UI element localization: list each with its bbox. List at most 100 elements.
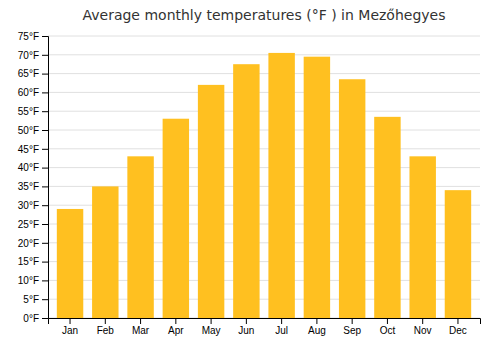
tick: 45°F bbox=[18, 144, 48, 155]
tick-label: 35°F bbox=[18, 181, 39, 192]
tick: 60°F bbox=[18, 87, 48, 98]
tick: Aug bbox=[308, 318, 326, 336]
tick-mark bbox=[42, 205, 48, 206]
axis-line bbox=[49, 319, 481, 325]
bar bbox=[198, 85, 224, 318]
tick-label: Jan bbox=[62, 325, 78, 336]
tick-label: Oct bbox=[380, 325, 396, 336]
tick-label: 45°F bbox=[18, 144, 39, 155]
tick: 0°F bbox=[23, 313, 48, 324]
bar bbox=[163, 119, 189, 318]
tick-mark bbox=[42, 280, 48, 281]
tick-mark bbox=[42, 186, 48, 187]
tick: Sep bbox=[343, 318, 361, 336]
tick-mark bbox=[352, 318, 353, 324]
grid-line bbox=[48, 36, 480, 37]
bar bbox=[445, 190, 471, 318]
tick-label: 15°F bbox=[18, 256, 39, 267]
tick-label: Aug bbox=[308, 325, 326, 336]
tick-mark bbox=[42, 130, 48, 131]
tick-label: Feb bbox=[97, 325, 115, 336]
tick: 70°F bbox=[18, 50, 48, 61]
tick-label: Mar bbox=[132, 325, 150, 336]
tick-mark bbox=[70, 318, 71, 324]
tick: 15°F bbox=[18, 256, 48, 267]
tick: 35°F bbox=[18, 181, 48, 192]
tick: 30°F bbox=[18, 200, 48, 211]
tick: Nov bbox=[414, 318, 432, 336]
bar bbox=[92, 186, 118, 318]
tick: 50°F bbox=[18, 125, 48, 136]
tick-label: 50°F bbox=[18, 125, 39, 136]
tick: May bbox=[202, 318, 221, 336]
bar bbox=[304, 57, 330, 318]
tick-label: Sep bbox=[343, 325, 361, 336]
tick-mark bbox=[246, 318, 247, 324]
grid-line bbox=[48, 73, 480, 74]
tick: 75°F bbox=[18, 31, 48, 42]
grid bbox=[48, 36, 480, 318]
tick: 10°F bbox=[18, 275, 48, 286]
tick-label: 30°F bbox=[18, 200, 39, 211]
bar bbox=[233, 64, 259, 318]
grid-line bbox=[48, 111, 480, 112]
tick-mark bbox=[42, 299, 48, 300]
tick: Jul bbox=[275, 318, 288, 336]
tick: 40°F bbox=[18, 162, 48, 173]
tick-mark bbox=[42, 168, 48, 169]
tick-label: Dec bbox=[449, 325, 467, 336]
tick-mark bbox=[316, 318, 317, 324]
tick-label: Jul bbox=[275, 325, 288, 336]
tick-label: 60°F bbox=[18, 87, 39, 98]
tick: Jan bbox=[62, 318, 78, 336]
title: Average monthly temperatures (°F ) in Me… bbox=[82, 7, 445, 23]
tick-mark bbox=[281, 318, 282, 324]
tick-mark bbox=[42, 149, 48, 150]
tick-mark bbox=[387, 318, 388, 324]
x-axis: Jan Feb Mar Apr May Jun Jul Aug Sep Oct Nov Dec bbox=[49, 318, 481, 336]
tick-mark bbox=[42, 92, 48, 93]
tick-mark bbox=[42, 55, 48, 56]
bar bbox=[268, 53, 294, 318]
tick-mark bbox=[140, 318, 141, 324]
tick: Dec bbox=[449, 318, 467, 336]
bar bbox=[374, 117, 400, 318]
tick-label: 25°F bbox=[18, 219, 39, 230]
plot: 0°F 5°F 10°F 15°F 20°F 25°F 30°F 35°F 40°F 45°F 50… bbox=[18, 31, 481, 336]
tick-mark bbox=[422, 318, 423, 324]
tick-mark bbox=[42, 74, 48, 75]
tick-label: 10°F bbox=[18, 275, 39, 286]
tick-label: 65°F bbox=[18, 68, 39, 79]
tick: Mar bbox=[132, 318, 150, 336]
tick-label: 5°F bbox=[23, 294, 39, 305]
tick-label: 55°F bbox=[18, 106, 39, 117]
tick-mark bbox=[211, 318, 212, 324]
tick: Oct bbox=[380, 318, 396, 336]
grid-line bbox=[48, 148, 480, 149]
tick: 25°F bbox=[18, 219, 48, 230]
tick-mark bbox=[42, 111, 48, 112]
tick-label: 75°F bbox=[18, 31, 39, 42]
axis-line bbox=[42, 37, 49, 319]
tick: 55°F bbox=[18, 106, 48, 117]
grid-line bbox=[48, 92, 480, 93]
tick-mark bbox=[42, 36, 48, 37]
tick-mark bbox=[42, 262, 48, 263]
tick-mark bbox=[175, 318, 176, 324]
bar bbox=[57, 209, 83, 318]
tick-label: May bbox=[202, 325, 221, 336]
tick: Feb bbox=[97, 318, 115, 336]
tick: 5°F bbox=[23, 294, 48, 305]
tick-label: Apr bbox=[168, 325, 184, 336]
tick: Apr bbox=[168, 318, 184, 336]
tick-label: 20°F bbox=[18, 238, 39, 249]
chart: 0°F 5°F 10°F 15°F 20°F 25°F 30°F 35°F 40°F 45°F 50… bbox=[0, 0, 500, 350]
tick-mark bbox=[42, 224, 48, 225]
tick-label: 40°F bbox=[18, 162, 39, 173]
grid-line bbox=[48, 54, 480, 55]
bar bbox=[339, 79, 365, 318]
tick-label: 0°F bbox=[23, 313, 39, 324]
tick-mark bbox=[457, 318, 458, 324]
bars bbox=[57, 53, 471, 318]
tick: Jun bbox=[238, 318, 254, 336]
